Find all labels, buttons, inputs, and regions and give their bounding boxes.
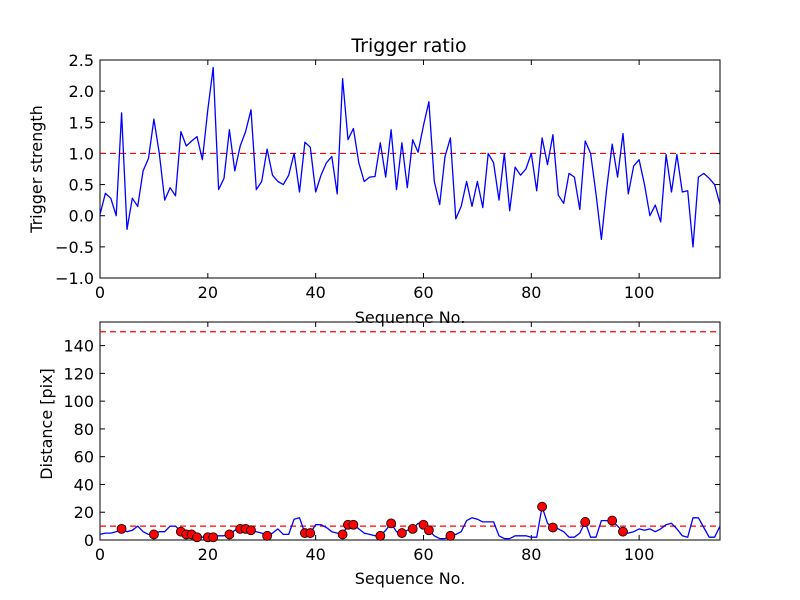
y-tick-label: 0.0 bbox=[69, 207, 94, 226]
outlier-point bbox=[192, 532, 202, 543]
x-tick-label: 40 bbox=[305, 283, 325, 302]
outlier-point bbox=[375, 530, 386, 541]
trigger-ratio-panel: Trigger ratio 0 20 40 60 80 100 −1.0 −0.… bbox=[27, 35, 721, 327]
x-tick-labels: 0 20 40 60 80 100 bbox=[95, 283, 654, 302]
chart-title: Trigger ratio bbox=[350, 35, 466, 57]
x-tick-label: 20 bbox=[198, 545, 218, 564]
y-tick-label: 2.0 bbox=[69, 82, 94, 101]
distance-plot-area bbox=[99, 321, 721, 543]
outlier-point bbox=[407, 523, 418, 534]
outlier-point bbox=[116, 523, 127, 534]
outlier-point bbox=[337, 529, 348, 540]
y-tick-label: 140 bbox=[63, 337, 94, 356]
x-tick-label: 60 bbox=[413, 545, 433, 564]
outlier-point bbox=[445, 530, 456, 541]
series-group bbox=[99, 66, 721, 248]
outlier-point bbox=[537, 501, 547, 512]
x-tick-label: 0 bbox=[95, 283, 105, 302]
plot-frame bbox=[99, 59, 721, 279]
plot-frame bbox=[99, 321, 721, 541]
x-tick-label: 60 bbox=[413, 283, 433, 302]
outlier-point bbox=[618, 526, 628, 537]
x-tick-label: 100 bbox=[624, 545, 655, 564]
y-tick-labels: −1.0 −0.5 0.0 0.5 1.0 1.5 2.0 2.5 bbox=[55, 51, 94, 288]
outlier-point bbox=[224, 529, 235, 540]
y-tick-labels: 0 20 40 60 80 100 120 140 bbox=[63, 337, 94, 550]
outlier-point bbox=[208, 532, 219, 543]
x-tick-label: 80 bbox=[521, 545, 541, 564]
outlier-point bbox=[149, 529, 159, 540]
outlier-point bbox=[348, 519, 359, 530]
outlier-point bbox=[607, 515, 618, 526]
y-tick-label: 60 bbox=[74, 448, 94, 467]
outlier-point bbox=[305, 528, 316, 538]
trigger-strength-line bbox=[99, 66, 721, 248]
outlier-point bbox=[246, 525, 256, 536]
axis-ticks bbox=[99, 322, 720, 541]
y-tick-label: 2.5 bbox=[69, 51, 94, 70]
y-tick-label: 80 bbox=[74, 420, 94, 439]
distance-panel: 0 20 40 60 80 100 0 20 40 60 80 100 120 … bbox=[37, 321, 721, 588]
y-tick-label: −0.5 bbox=[55, 238, 94, 257]
outlier-point bbox=[386, 518, 397, 529]
y-axis-title: Distance [pix] bbox=[37, 368, 56, 480]
series-group bbox=[99, 331, 721, 543]
y-tick-label: 1.5 bbox=[69, 113, 94, 132]
x-tick-label: 80 bbox=[521, 283, 541, 302]
y-axis-title: Trigger strength bbox=[27, 105, 46, 234]
outlier-point bbox=[397, 528, 407, 538]
outlier-point bbox=[262, 530, 273, 541]
y-tick-label: 0 bbox=[84, 531, 94, 550]
x-tick-label: 100 bbox=[624, 283, 655, 302]
x-axis-title: Sequence No. bbox=[355, 308, 466, 327]
outlier-point bbox=[547, 522, 558, 533]
y-tick-label: 120 bbox=[63, 364, 94, 383]
axis-ticks bbox=[99, 59, 720, 279]
x-tick-labels: 0 20 40 60 80 100 bbox=[95, 545, 654, 564]
outlier-point bbox=[423, 525, 434, 536]
x-tick-label: 40 bbox=[305, 545, 325, 564]
y-tick-label: 100 bbox=[63, 392, 94, 411]
x-axis-title: Sequence No. bbox=[355, 569, 466, 588]
y-tick-label: −1.0 bbox=[55, 269, 94, 288]
trigger-ratio-plot-area bbox=[99, 59, 721, 279]
y-tick-label: 0.5 bbox=[69, 176, 94, 195]
y-tick-label: 20 bbox=[74, 503, 94, 522]
y-tick-label: 40 bbox=[74, 475, 94, 494]
y-tick-label: 1.0 bbox=[69, 144, 94, 163]
x-tick-label: 20 bbox=[198, 283, 218, 302]
x-tick-label: 0 bbox=[95, 545, 105, 564]
outlier-point bbox=[580, 517, 591, 527]
